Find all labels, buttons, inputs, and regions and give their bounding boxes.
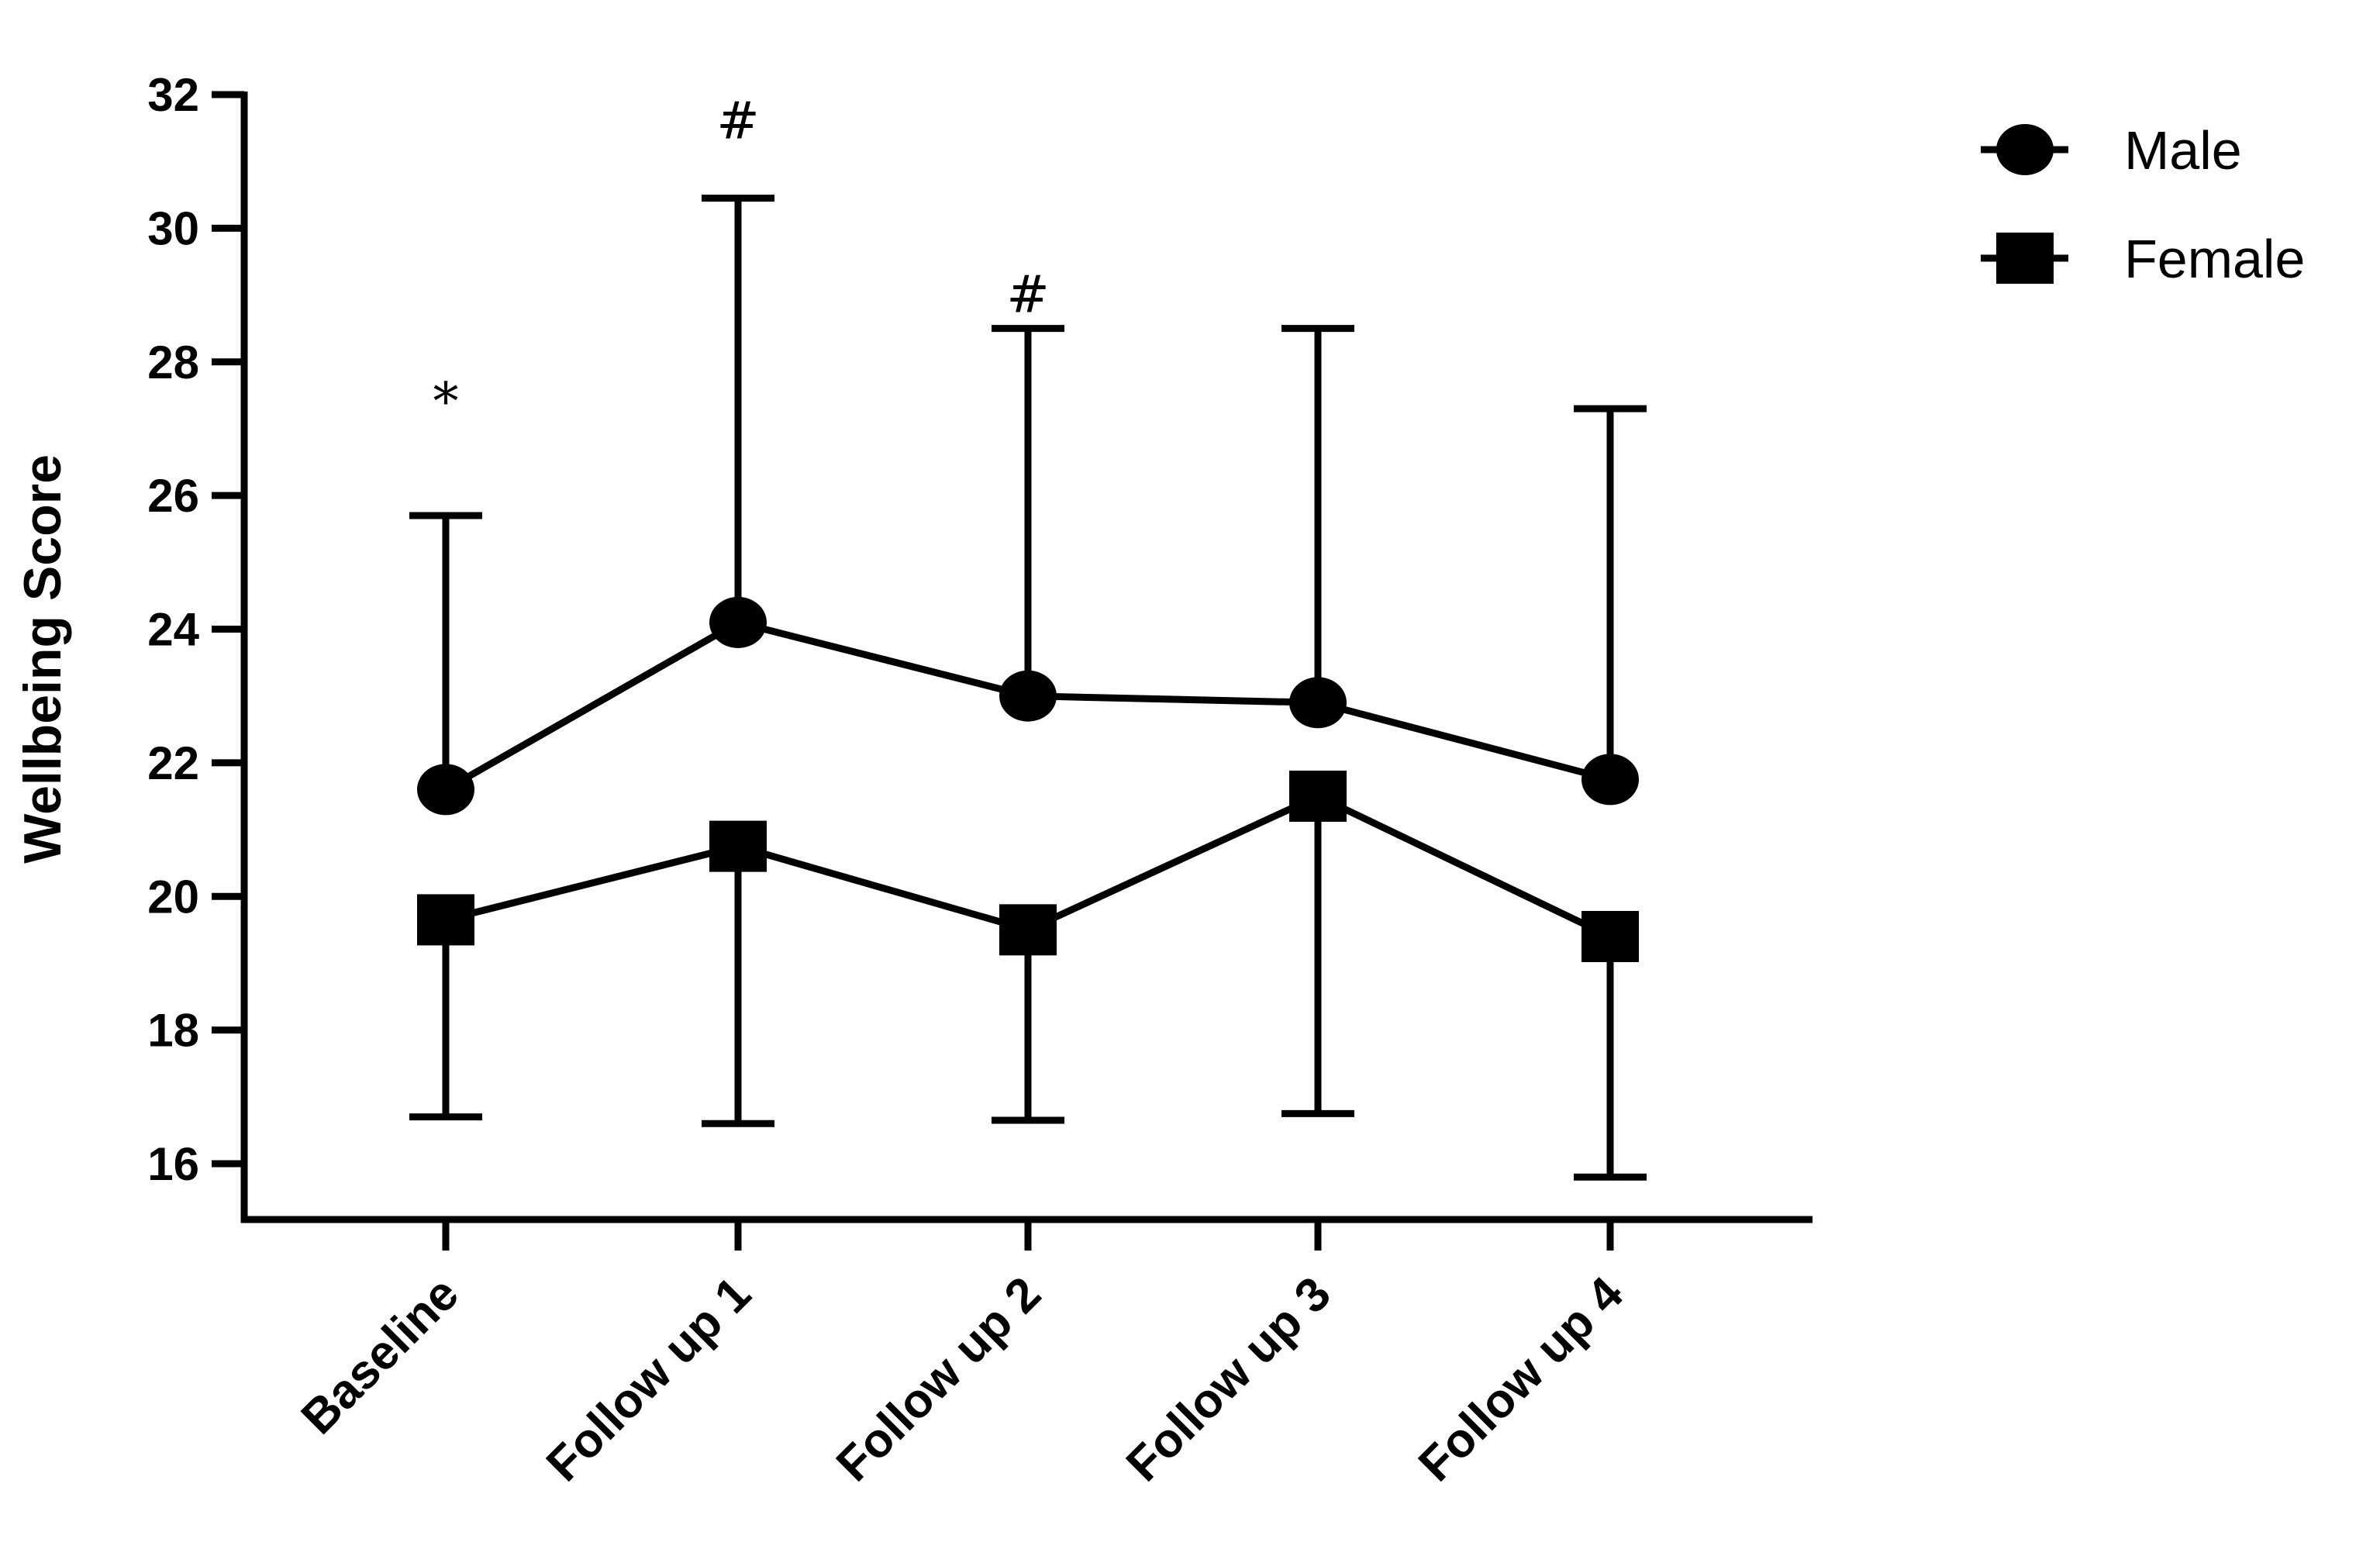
y-tick-label: 26: [147, 470, 199, 522]
x-tick-label: Follow up 2: [826, 1267, 1051, 1492]
legend-label-male: Male: [2124, 120, 2242, 181]
data-point-male: [999, 670, 1057, 722]
y-tick-label: 20: [147, 871, 199, 923]
y-axis-title: Wellbeing Score: [13, 454, 72, 864]
significance-marker: #: [716, 91, 759, 150]
data-point-male: [709, 596, 767, 648]
data-point-female: [1581, 910, 1639, 962]
data-point-female: [709, 820, 767, 872]
data-point-female: [999, 904, 1057, 956]
y-tick-label: 32: [147, 69, 199, 121]
significance-marker: *: [433, 371, 459, 431]
error-bars: [409, 195, 1647, 1181]
data-point-male: [1289, 677, 1347, 729]
y-tick-label: 16: [147, 1138, 199, 1190]
x-tick-label: Follow up 1: [536, 1267, 761, 1492]
y-tick-label: 24: [147, 604, 199, 656]
legend: Male Female: [1981, 120, 2305, 289]
y-axis: 16 18 20 22 24 26 28 30 32: [147, 69, 248, 1223]
legend-label-female: Female: [2124, 229, 2305, 289]
x-tick-label: Baseline: [291, 1267, 469, 1444]
y-tick-label: 28: [147, 336, 199, 388]
x-tick-label: Follow up 4: [1409, 1267, 1633, 1492]
y-tick-label: 30: [147, 202, 199, 254]
data-point-female: [1289, 770, 1347, 822]
data-point-female: [417, 894, 474, 946]
legend-square-marker: [1996, 233, 2054, 284]
y-tick-label: 18: [147, 1005, 199, 1057]
significance-marker: #: [1006, 265, 1049, 325]
legend-circle-marker: [1996, 124, 2054, 175]
markers: [417, 596, 1639, 962]
y-tick-label: 22: [147, 737, 199, 789]
x-tick-label: Follow up 3: [1116, 1267, 1341, 1492]
data-point-male: [417, 764, 474, 816]
data-point-male: [1581, 754, 1639, 806]
x-axis: Baseline Follow up 1 Follow up 2 Follow up …: [240, 1216, 1813, 1492]
annotations: * # #: [433, 91, 1050, 431]
